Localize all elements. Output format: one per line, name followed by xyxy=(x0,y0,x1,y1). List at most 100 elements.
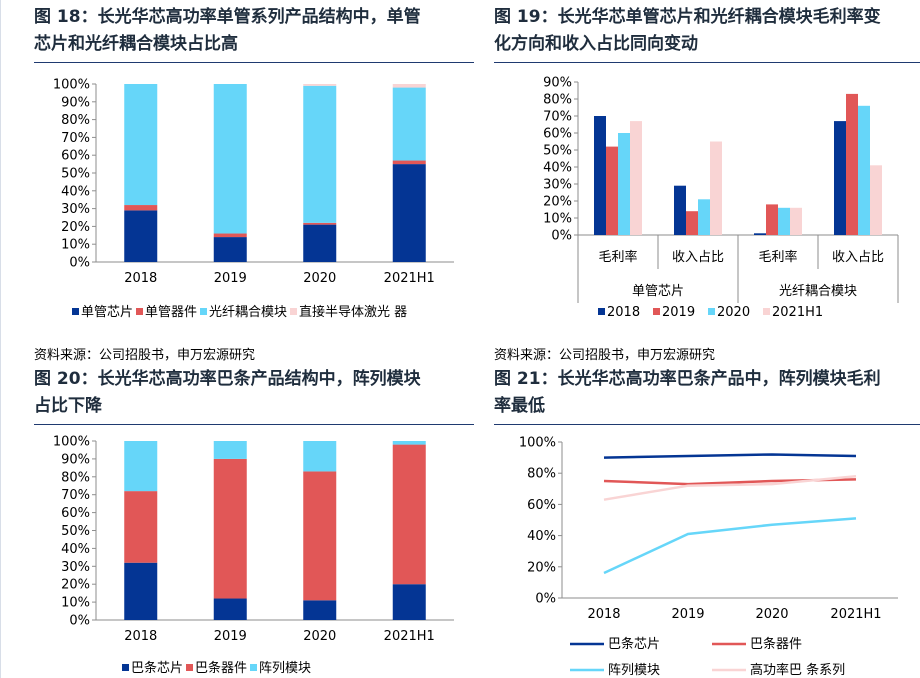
fig19-legend-label: 2021H1 xyxy=(772,305,823,320)
fig18-x-tick-label: 2018 xyxy=(124,271,157,286)
fig20-x-tick-label: 2018 xyxy=(124,629,157,644)
fig18-legend-swatch xyxy=(200,308,207,315)
fig19-y-tick-label: 30% xyxy=(543,178,572,193)
fig20-source: 资料来源：公司招股书，申万宏源研究 xyxy=(34,348,256,363)
fig18-y-tick-label: 90% xyxy=(61,95,90,110)
fig20-y-tick-label: 20% xyxy=(61,578,90,593)
fig21-y-tick-label: 40% xyxy=(527,529,556,544)
fig18-bar-segment xyxy=(392,87,426,161)
fig18-legend-label: 单管芯片 xyxy=(81,305,133,320)
fig19-legend-label: 2020 xyxy=(717,305,750,320)
fig20-bar-segment xyxy=(124,562,158,620)
fig21-y-tick-label: 80% xyxy=(527,467,556,482)
fig18-x-tick-label: 2021H1 xyxy=(384,271,435,286)
fig19-bar xyxy=(766,204,778,235)
fig21-y-tick-label: 100% xyxy=(519,436,556,451)
fig19-bar xyxy=(674,185,686,235)
fig21-series-line xyxy=(603,475,857,501)
fig19-y-tick-label: 70% xyxy=(543,110,572,125)
fig20-y-tick-label: 100% xyxy=(53,435,90,450)
fig18-y-tick-label: 100% xyxy=(53,78,90,93)
fig18-bar-segment xyxy=(303,224,337,262)
fig20-bar-segment xyxy=(124,441,158,492)
fig18-y-tick-label: 20% xyxy=(61,220,90,235)
fig18-title-rule xyxy=(34,62,474,63)
fig19-title-line2: 化方向和收入占比同向变动 xyxy=(494,34,698,54)
fig19-legend-label: 2018 xyxy=(607,305,640,320)
page-left-border xyxy=(0,0,1,678)
fig18-legend-label: 直接半导体激光 器 xyxy=(299,304,407,320)
fig20-y-tick-label: 60% xyxy=(61,506,90,521)
fig20-bar-segment xyxy=(303,471,337,601)
fig18-y-tick-label: 60% xyxy=(61,149,90,164)
fig21-title-line1: 图 21：长光华芯高功率巴条产品中，阵列模块毛利 xyxy=(494,369,881,389)
fig18-title: 图 18：长光华芯高功率单管系列产品结构中，单管 芯片和光纤耦合模块占比高 xyxy=(34,4,464,58)
fig18-y-tick-label: 30% xyxy=(61,202,90,217)
fig19-y-tick-label: 10% xyxy=(543,212,572,227)
fig21-y-tick-label: 20% xyxy=(527,560,556,575)
fig18-bar-segment xyxy=(392,164,426,262)
fig19-legend-swatch xyxy=(708,308,715,315)
fig19-bar xyxy=(594,116,606,235)
fig20-title-line2: 占比下降 xyxy=(34,396,102,416)
fig18-bar-segment xyxy=(392,84,426,88)
fig20-bar-segment xyxy=(392,444,426,585)
fig19-y-tick-label: 20% xyxy=(543,195,572,210)
fig20-x-tick-label: 2021H1 xyxy=(384,629,435,644)
fig18-y-tick-label: 10% xyxy=(61,238,90,253)
fig18-bar-segment xyxy=(213,84,247,234)
fig19-bar xyxy=(754,233,766,235)
fig20-bar-segment xyxy=(213,458,247,599)
fig20-title-rule xyxy=(34,424,474,425)
fig19-y-tick-label: 90% xyxy=(543,76,572,91)
fig19-x-tick-label: 收入占比 xyxy=(672,250,724,265)
fig20-bar-segment xyxy=(303,441,337,472)
fig21-x-tick-label: 2021H1 xyxy=(830,607,881,622)
fig19-legend-swatch xyxy=(598,308,605,315)
fig18-y-tick-label: 70% xyxy=(61,131,90,146)
fig20-bar-segment xyxy=(392,584,426,620)
fig21-chart: 0% 20% 40% 60% 80% 100% 2018 2019 2020 2021H1 巴条芯片… xyxy=(519,436,898,678)
fig19-bar xyxy=(618,133,630,235)
fig20-legend-label: 阵列模块 xyxy=(259,661,311,676)
fig19-legend-label: 2019 xyxy=(662,305,695,320)
fig18-title-line2: 芯片和光纤耦合模块占比高 xyxy=(34,34,238,54)
fig20-bar-segment xyxy=(213,598,247,620)
fig19-group-label: 光纤耦合模块 xyxy=(779,284,857,299)
fig19-bar xyxy=(686,211,698,235)
fig21-x-tick-label: 2019 xyxy=(671,607,704,622)
fig18-y-tick-label: 40% xyxy=(61,184,90,199)
fig19-x-tick-label: 毛利率 xyxy=(758,249,797,265)
fig20-bar-segment xyxy=(213,441,247,459)
fig20-y-tick-label: 40% xyxy=(61,542,90,557)
fig19-y-tick-label: 0% xyxy=(551,229,572,244)
fig19-bar xyxy=(790,207,802,235)
fig19-bar xyxy=(870,165,882,235)
fig20-legend-swatch xyxy=(122,664,129,671)
fig19-bar xyxy=(698,199,710,235)
fig21-title-line2: 率最低 xyxy=(494,396,545,416)
fig20-y-tick-label: 0% xyxy=(69,614,90,629)
fig19-bar xyxy=(834,121,846,235)
fig18-chart: 0% 10% 20% 30% 40% 50% 60% 70% 80% 90% 100% 2018 201… xyxy=(53,78,454,320)
fig20-y-tick-label: 30% xyxy=(61,560,90,575)
fig21-title-rule xyxy=(494,424,920,425)
fig18-legend-swatch xyxy=(136,308,143,315)
fig20-chart: 0% 10% 20% 30% 40% 50% 60% 70% 80% 90% 100% 2018 201… xyxy=(53,435,454,676)
fig20-y-tick-label: 10% xyxy=(61,596,90,611)
fig21-source: 资料来源：公司招股书，申万宏源研究 xyxy=(494,348,716,363)
fig18-bar-segment xyxy=(213,233,247,238)
fig19-bar xyxy=(630,121,642,235)
fig18-y-tick-label: 0% xyxy=(69,256,90,271)
fig19-group-label: 单管芯片 xyxy=(632,284,684,299)
fig19-bar xyxy=(710,141,722,235)
fig20-x-tick-label: 2020 xyxy=(303,629,336,644)
fig21-x-tick-label: 2020 xyxy=(755,607,788,622)
fig18-bar-segment xyxy=(303,85,337,223)
fig18-y-tick-label: 50% xyxy=(61,167,90,182)
fig20-title: 图 20：长光华芯高功率巴条产品结构中，阵列模块 占比下降 xyxy=(34,366,464,420)
fig21-series-line xyxy=(603,517,857,575)
fig19-bar xyxy=(846,93,858,236)
fig20-legend-swatch xyxy=(186,664,193,671)
fig18-x-tick-label: 2019 xyxy=(214,271,247,286)
